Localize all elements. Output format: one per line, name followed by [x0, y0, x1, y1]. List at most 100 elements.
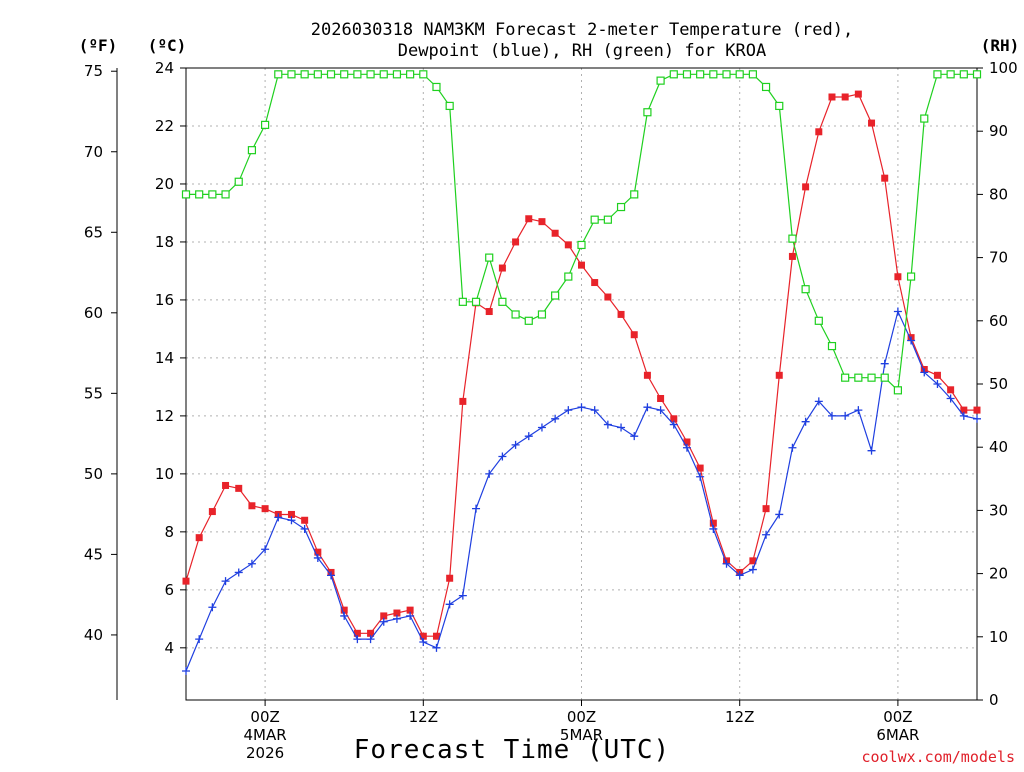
temperature-point [894, 273, 902, 281]
rh-point [379, 70, 388, 79]
dewpoint-point [973, 414, 981, 423]
dewpoint-point [656, 406, 665, 415]
chart-title-line2: Dewpoint (blue), RH (green) for KROA [398, 41, 766, 61]
dewpoint-point [907, 336, 916, 345]
rh-point [313, 70, 322, 79]
temperature-point [446, 574, 454, 582]
fahrenheit-tick-label: 60 [84, 304, 103, 322]
plot-frame [185, 67, 978, 701]
dewpoint-point [392, 614, 401, 623]
fahrenheit-tick-label: 40 [84, 626, 103, 644]
rh-point [181, 190, 191, 199]
rh-tick-label: 60 [989, 312, 1008, 330]
temperature-point [696, 464, 704, 472]
temperature-point [775, 371, 783, 379]
rh-point [577, 240, 586, 250]
rh-point [972, 70, 982, 79]
celsius-tick-label: 8 [164, 523, 174, 541]
temperature-point [960, 406, 968, 414]
temperature-point [195, 534, 203, 542]
dewpoint-point [327, 571, 336, 580]
temperature-point [933, 371, 941, 379]
celsius-tick-label: 22 [155, 117, 174, 135]
rh-point [471, 297, 481, 306]
temperature-point [301, 516, 309, 524]
rh-axis: 0 10 20 30 40 50 60 70 80 90 100 [977, 59, 1018, 709]
rh-point [590, 215, 599, 224]
x-tick-label-time: 00Z [250, 708, 279, 726]
dewpoint-point [366, 635, 375, 644]
dewpoint-point [195, 635, 204, 644]
temperature-point [683, 438, 691, 446]
dewpoint-point [485, 469, 494, 478]
temperature-point [538, 218, 546, 226]
celsius-tick-label: 12 [155, 407, 174, 425]
celsius-tick-label: 14 [155, 349, 174, 367]
rh-line [186, 73, 977, 392]
dewpoint-point [920, 368, 929, 377]
dewpoint-point [182, 667, 190, 676]
celsius-axis: 4 6 8 10 12 14 16 18 20 22 24 [155, 59, 186, 657]
dewpoint-point [247, 559, 256, 568]
fahrenheit-tick-label: 75 [84, 62, 103, 80]
temperature-point [973, 406, 981, 414]
rh-point [893, 386, 903, 395]
fahrenheit-tick-label: 50 [84, 465, 103, 483]
temperature-point [406, 606, 414, 614]
fahrenheit-tick-label: 55 [84, 384, 103, 402]
temperature-point [947, 386, 955, 394]
dewpoint-point [959, 411, 968, 420]
credit-label: coolwx.com/models [861, 748, 1015, 766]
temperature-point [485, 308, 493, 316]
temperature-point [525, 215, 533, 223]
dewpoint-point [854, 406, 863, 415]
temperature-point [235, 484, 243, 492]
celsius-tick-label: 6 [164, 581, 174, 599]
dewpoint-point [880, 359, 889, 368]
celsius-tick-label: 4 [164, 639, 174, 657]
dewpoint-point [208, 603, 217, 612]
dewpoint-point [300, 524, 309, 533]
dewpoint-point [353, 635, 362, 644]
temperature-point [432, 632, 440, 640]
rh-point [775, 101, 784, 111]
rh-point [841, 373, 850, 382]
dewpoint-point [946, 394, 955, 403]
dewpoint-point [537, 423, 546, 432]
rh-tick-label: 10 [989, 628, 1008, 646]
temperature-point [551, 229, 559, 237]
x-tick-label-time: 12Z [409, 708, 438, 726]
rh-unit-label: (RH) [981, 36, 1020, 55]
temperature-point [788, 252, 796, 260]
rh-point [630, 190, 639, 199]
celsius-tick-label: 20 [155, 175, 174, 193]
celsius-tick-label: 24 [155, 59, 174, 77]
dewpoint-point [221, 577, 230, 586]
rh-point [524, 316, 533, 325]
temperature-point [578, 261, 585, 269]
rh-tick-label: 50 [989, 375, 1008, 393]
dewpoint-point [617, 423, 626, 432]
dewpoint-point [748, 565, 757, 574]
dewpoint-point [775, 510, 784, 519]
dewpoint-point [590, 406, 599, 415]
temperature-point [353, 629, 361, 637]
fahrenheit-tick-label: 70 [84, 143, 103, 161]
rh-point [959, 70, 968, 79]
temperature-point [182, 577, 190, 585]
temperature-point [498, 264, 506, 272]
rh-point [366, 70, 375, 79]
temperature-point [657, 394, 665, 402]
dewpoint-point [379, 617, 388, 626]
rh-tick-label: 80 [989, 185, 1008, 203]
rh-point [722, 70, 731, 79]
rh-point [906, 272, 916, 281]
dewpoint-point [814, 397, 823, 406]
temperature-point [564, 241, 572, 249]
dewpoint-line [185, 309, 978, 672]
rh-point [340, 70, 349, 79]
temperature-point [393, 609, 401, 617]
temperature-point [367, 629, 375, 637]
rh-point [261, 120, 270, 129]
